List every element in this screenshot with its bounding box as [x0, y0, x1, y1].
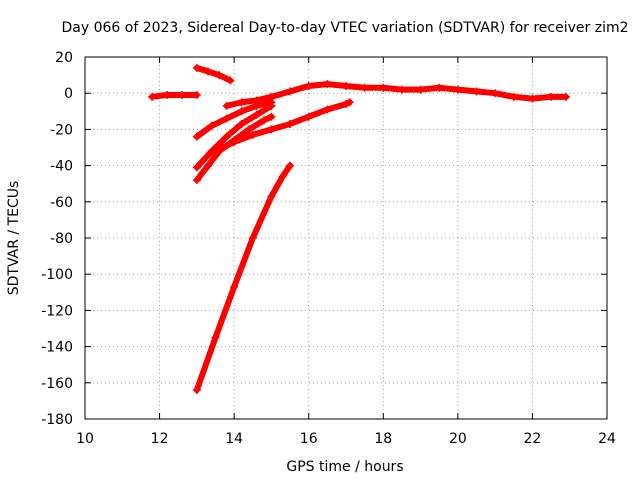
- x-tick-label: 10: [76, 431, 94, 447]
- data-point: [491, 89, 500, 98]
- y-tick-label: -180: [41, 412, 73, 428]
- data-point: [267, 101, 276, 110]
- grid-lines: [85, 57, 607, 419]
- data-point: [211, 333, 220, 342]
- series-band: [193, 162, 294, 394]
- y-tick-label: -160: [41, 376, 73, 392]
- data-series: [148, 63, 570, 395]
- data-point: [211, 147, 220, 156]
- data-point: [230, 138, 239, 147]
- data-point: [323, 80, 332, 89]
- data-point: [252, 96, 261, 105]
- data-point: [226, 76, 235, 85]
- data-point: [192, 176, 201, 185]
- data-point: [360, 83, 369, 92]
- data-point: [192, 132, 201, 141]
- series-arc-4: [192, 101, 276, 172]
- data-point: [222, 132, 231, 141]
- data-point: [472, 87, 481, 96]
- series-arc-8: [222, 80, 570, 110]
- data-point: [177, 91, 186, 100]
- y-tick-label: -120: [41, 303, 73, 319]
- y-tick-label: 0: [64, 86, 73, 102]
- x-tick-label: 12: [151, 431, 169, 447]
- data-point: [230, 282, 239, 291]
- data-point: [222, 101, 231, 110]
- x-tick-label: 24: [598, 431, 616, 447]
- data-point: [561, 92, 570, 101]
- x-tick-label: 20: [449, 431, 467, 447]
- data-point: [304, 112, 313, 121]
- series-band: [223, 81, 569, 109]
- data-point: [267, 125, 276, 134]
- data-point: [453, 85, 462, 94]
- data-point: [278, 172, 287, 181]
- data-point: [342, 81, 350, 90]
- data-point: [267, 112, 276, 121]
- y-tick-label: -80: [50, 231, 73, 247]
- series-arc-7: [192, 161, 295, 395]
- data-point: [192, 91, 201, 100]
- data-point: [323, 105, 332, 114]
- series-band: [149, 92, 200, 100]
- data-point: [248, 234, 257, 242]
- data-point: [286, 87, 295, 96]
- data-point: [397, 85, 406, 94]
- data-point: [192, 63, 201, 72]
- series-arc-2: [192, 63, 235, 85]
- data-point: [192, 386, 201, 395]
- data-point: [192, 163, 201, 172]
- data-point: [267, 192, 276, 201]
- x-axis-label: GPS time / hours: [286, 459, 403, 475]
- data-point: [547, 92, 556, 101]
- y-tick-label: -20: [50, 122, 73, 138]
- data-point: [267, 92, 276, 101]
- x-tick-label: 16: [300, 431, 318, 447]
- data-point: [252, 110, 261, 119]
- data-point: [204, 161, 213, 170]
- data-point: [245, 125, 254, 134]
- data-point: [207, 121, 216, 130]
- y-tick-label: -40: [50, 159, 73, 175]
- data-point: [259, 116, 268, 125]
- data-point: [342, 100, 350, 109]
- data-point: [528, 94, 537, 103]
- axis-ticks: 10 12 14 16 18 20 22 24 20 0 -20 -40 -60 -80 -100 -120 -…: [41, 50, 616, 447]
- data-point: [286, 119, 295, 128]
- y-axis-label: SDTVAR / TECUs: [6, 181, 22, 296]
- data-point: [215, 71, 224, 80]
- data-point: [304, 81, 313, 90]
- y-tick-label: -60: [50, 195, 73, 211]
- series-arc-6: [211, 98, 354, 156]
- data-point: [237, 98, 246, 107]
- data-point: [435, 83, 444, 92]
- data-point: [248, 130, 257, 139]
- data-point: [286, 161, 295, 170]
- data-point: [222, 114, 231, 123]
- x-tick-label: 14: [225, 431, 243, 447]
- data-point: [148, 92, 157, 101]
- data-point: [163, 91, 172, 100]
- data-point: [416, 85, 425, 94]
- data-point: [204, 67, 213, 76]
- data-point: [509, 92, 518, 101]
- data-point: [345, 98, 354, 107]
- y-tick-label: -100: [41, 267, 73, 283]
- x-tick-label: 18: [374, 431, 392, 447]
- y-tick-label: -140: [41, 340, 73, 356]
- chart-title: Day 066 of 2023, Sidereal Day-to-day VTE…: [62, 20, 629, 36]
- data-point: [237, 119, 246, 128]
- data-point: [379, 83, 388, 92]
- series-band: [193, 64, 234, 84]
- data-point: [237, 107, 246, 116]
- x-tick-label: 22: [524, 431, 542, 447]
- series-arc-1: [148, 91, 201, 101]
- y-tick-label: 20: [55, 50, 73, 66]
- series-arc-3: [192, 98, 276, 141]
- series-band: [193, 102, 275, 171]
